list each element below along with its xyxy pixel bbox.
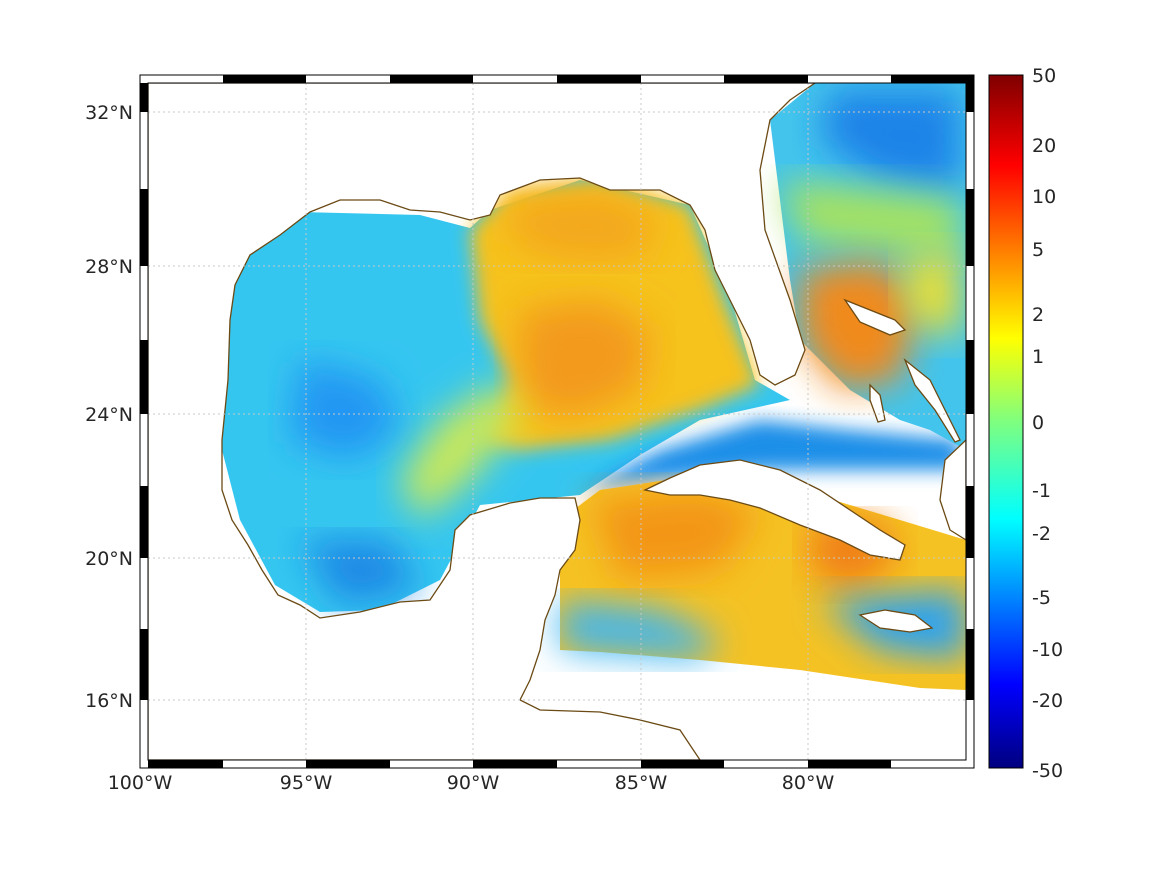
colorbar-label: -5 bbox=[1032, 587, 1051, 609]
atlantic-green bbox=[780, 180, 960, 260]
atlantic-yellow-east bbox=[900, 250, 960, 340]
lon-tick-label: 95°W bbox=[280, 772, 333, 794]
gulf-north-orange bbox=[510, 190, 660, 260]
land-hispaniola bbox=[939, 439, 966, 541]
map-frame bbox=[139, 74, 975, 769]
lat-tick-label: 24°N bbox=[85, 404, 133, 426]
lat-tick-label: 20°N bbox=[85, 548, 133, 570]
caribbean-orange bbox=[590, 490, 760, 580]
land-jamaica bbox=[858, 609, 934, 633]
land-cuba bbox=[642, 459, 906, 561]
land-bahamas-2 bbox=[869, 383, 886, 423]
colorbar-label: 2 bbox=[1032, 304, 1044, 326]
lon-tick-label: 80°W bbox=[782, 772, 835, 794]
colorbar-label: -10 bbox=[1032, 639, 1063, 661]
colorbar-label: -50 bbox=[1032, 760, 1063, 782]
gulf-west-blue bbox=[290, 360, 400, 460]
land-north-america bbox=[148, 83, 817, 760]
colorbar-ramp bbox=[988, 74, 1024, 769]
colorbar-label: -20 bbox=[1032, 690, 1063, 712]
lon-tick-label: 90°W bbox=[447, 772, 500, 794]
lon-tick-label: 100°W bbox=[108, 772, 173, 794]
colorbar-label: -1 bbox=[1032, 480, 1051, 502]
colorbar: 50 20 10 5 2 1 0 -1 -2 -5 -10 -20 -50 bbox=[988, 65, 1063, 782]
atlantic-blue-north bbox=[820, 90, 960, 190]
atlantic-orange bbox=[800, 260, 920, 390]
straits-blue bbox=[580, 420, 960, 490]
lon-tick-label: 85°W bbox=[615, 772, 668, 794]
gulf-yellow-streak bbox=[400, 380, 520, 520]
caribbean-south-blue bbox=[560, 600, 720, 660]
colorbar-label: 5 bbox=[1032, 239, 1044, 261]
lat-tick-labels: 32°N 28°N 24°N 20°N 16°N bbox=[85, 102, 133, 712]
colorbar-label: 0 bbox=[1032, 412, 1044, 434]
colorbar-label: 1 bbox=[1032, 346, 1044, 368]
colorbar-label: 20 bbox=[1032, 135, 1056, 157]
colorbar-label: -2 bbox=[1032, 523, 1051, 545]
gulf-loop-core bbox=[520, 300, 650, 420]
gulf-sw-blue bbox=[300, 540, 420, 605]
colorbar-label: 10 bbox=[1032, 186, 1056, 208]
coastlines bbox=[148, 83, 966, 760]
lon-tick-labels: 100°W 95°W 90°W 85°W 80°W bbox=[108, 772, 835, 794]
lat-tick-label: 28°N bbox=[85, 256, 133, 278]
colorbar-labels: 50 20 10 5 2 1 0 -1 -2 -5 -10 -20 -50 bbox=[1032, 65, 1063, 782]
lat-tick-label: 32°N bbox=[85, 102, 133, 124]
colorbar-label: 50 bbox=[1032, 65, 1056, 87]
lat-tick-label: 16°N bbox=[85, 690, 133, 712]
grid-lines bbox=[148, 83, 966, 760]
land-bahamas-3 bbox=[903, 357, 961, 443]
land-bahamas-1 bbox=[843, 298, 907, 336]
